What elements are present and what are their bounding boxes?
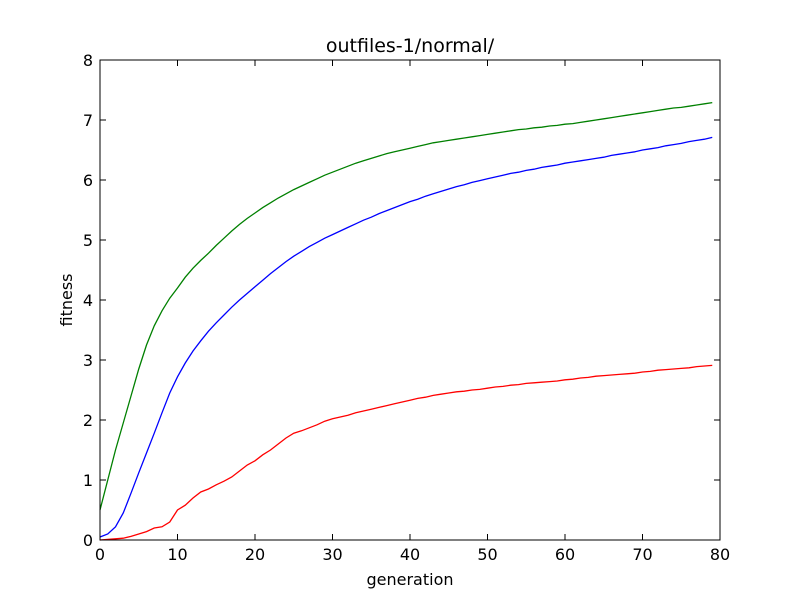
y-tick-label: 3 <box>83 351 93 370</box>
plot-frame <box>99 59 721 541</box>
tick-layer: 0 10 20 30 40 50 60 70 80 0 1 2 3 4 5 6 7 8 <box>83 51 730 564</box>
x-tick-label: 50 <box>477 545 497 564</box>
x-tick-label: 0 <box>95 545 105 564</box>
y-tick-label: 2 <box>83 411 93 430</box>
x-tick-label: 70 <box>632 545 652 564</box>
x-tick-label: 60 <box>555 545 575 564</box>
series-line-1 <box>99 101 713 511</box>
x-tick-label: 10 <box>167 545 187 564</box>
x-axis-label: generation <box>366 570 453 589</box>
x-tick-label: 30 <box>322 545 342 564</box>
y-axis-label: fitness <box>57 273 76 326</box>
chart-title: outfiles-1/normal/ <box>326 35 495 57</box>
x-tick-label: 20 <box>245 545 265 564</box>
y-tick-label: 4 <box>83 291 93 310</box>
series-layer <box>99 101 713 541</box>
y-tick-label: 6 <box>83 171 93 190</box>
y-tick-label: 1 <box>83 471 93 490</box>
y-tick-label: 5 <box>83 231 93 250</box>
x-tick-label: 40 <box>400 545 420 564</box>
series-line-2 <box>99 136 713 538</box>
plot-area <box>100 60 720 540</box>
y-tick-label: 0 <box>83 531 93 550</box>
x-tick-label: 80 <box>710 545 730 564</box>
y-tick-label: 8 <box>83 51 93 70</box>
y-tick-label: 7 <box>83 111 93 130</box>
series-line-3 <box>99 364 713 541</box>
